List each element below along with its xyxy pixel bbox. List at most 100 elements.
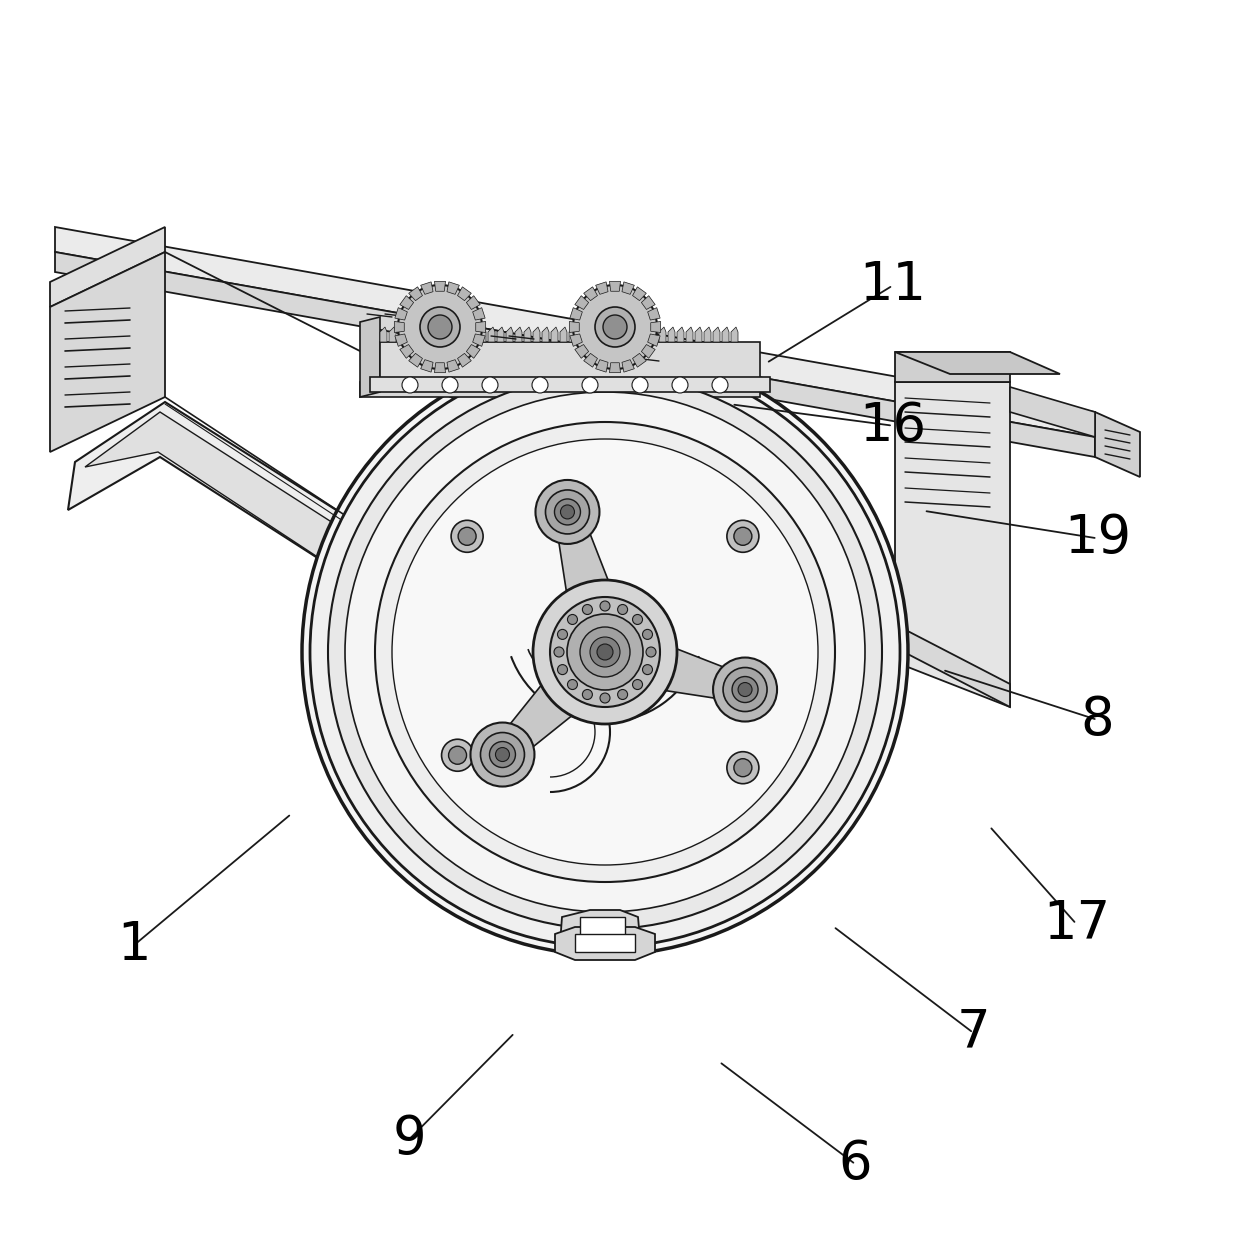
Text: 8: 8 xyxy=(1080,694,1115,746)
Polygon shape xyxy=(622,359,635,372)
Polygon shape xyxy=(610,363,620,373)
Polygon shape xyxy=(668,327,675,342)
Circle shape xyxy=(632,377,649,393)
Polygon shape xyxy=(472,308,485,321)
Polygon shape xyxy=(409,287,423,300)
Polygon shape xyxy=(525,327,531,342)
Polygon shape xyxy=(1011,387,1095,437)
Polygon shape xyxy=(610,282,620,292)
Circle shape xyxy=(568,680,578,690)
Polygon shape xyxy=(461,327,467,342)
Polygon shape xyxy=(458,353,471,367)
Circle shape xyxy=(642,665,652,675)
Polygon shape xyxy=(722,327,729,342)
Polygon shape xyxy=(651,322,661,333)
Polygon shape xyxy=(398,327,405,342)
Circle shape xyxy=(727,521,759,552)
Polygon shape xyxy=(677,327,684,342)
Polygon shape xyxy=(415,327,423,342)
Circle shape xyxy=(568,615,578,625)
Circle shape xyxy=(560,505,574,518)
Polygon shape xyxy=(575,344,589,358)
Circle shape xyxy=(310,357,900,947)
Polygon shape xyxy=(570,334,583,347)
Circle shape xyxy=(345,392,866,911)
Text: 11: 11 xyxy=(859,259,926,312)
Circle shape xyxy=(632,615,642,625)
Polygon shape xyxy=(68,402,490,662)
Polygon shape xyxy=(434,282,445,292)
Circle shape xyxy=(583,605,593,615)
Polygon shape xyxy=(641,344,655,358)
Circle shape xyxy=(441,377,458,393)
Circle shape xyxy=(734,759,751,776)
Polygon shape xyxy=(466,295,480,309)
Circle shape xyxy=(582,377,598,393)
Polygon shape xyxy=(569,322,579,333)
Polygon shape xyxy=(560,327,567,342)
Polygon shape xyxy=(730,540,1011,707)
Polygon shape xyxy=(622,282,635,294)
Circle shape xyxy=(723,667,768,711)
Polygon shape xyxy=(443,327,450,342)
Polygon shape xyxy=(551,327,558,342)
Circle shape xyxy=(590,637,620,667)
Circle shape xyxy=(732,676,758,702)
Polygon shape xyxy=(497,327,503,342)
Polygon shape xyxy=(1095,412,1140,477)
Circle shape xyxy=(558,665,568,675)
Polygon shape xyxy=(556,926,655,960)
Circle shape xyxy=(573,285,657,369)
Polygon shape xyxy=(578,327,585,342)
Polygon shape xyxy=(686,327,693,342)
Polygon shape xyxy=(494,682,574,764)
Polygon shape xyxy=(732,327,738,342)
Polygon shape xyxy=(560,910,640,954)
Polygon shape xyxy=(420,282,433,294)
Polygon shape xyxy=(658,327,666,342)
Polygon shape xyxy=(407,327,414,342)
Polygon shape xyxy=(595,282,608,294)
Polygon shape xyxy=(580,916,625,944)
Circle shape xyxy=(398,285,482,369)
Circle shape xyxy=(727,751,759,784)
Polygon shape xyxy=(596,327,603,342)
Polygon shape xyxy=(55,252,1095,457)
Circle shape xyxy=(642,630,652,640)
Polygon shape xyxy=(399,344,414,358)
Polygon shape xyxy=(370,377,770,392)
Polygon shape xyxy=(650,327,657,342)
Polygon shape xyxy=(569,327,577,342)
Polygon shape xyxy=(895,352,1060,374)
Circle shape xyxy=(712,377,728,393)
Polygon shape xyxy=(515,327,522,342)
Circle shape xyxy=(734,527,751,546)
Circle shape xyxy=(603,316,627,339)
Circle shape xyxy=(596,644,613,660)
Circle shape xyxy=(551,597,660,707)
Circle shape xyxy=(558,630,568,640)
Polygon shape xyxy=(489,327,495,342)
Circle shape xyxy=(303,349,908,955)
Polygon shape xyxy=(632,353,646,367)
Polygon shape xyxy=(394,322,404,333)
Polygon shape xyxy=(587,327,594,342)
Polygon shape xyxy=(446,359,459,372)
Polygon shape xyxy=(476,322,486,333)
Polygon shape xyxy=(379,327,387,342)
Circle shape xyxy=(536,480,599,543)
Polygon shape xyxy=(554,508,609,595)
Polygon shape xyxy=(641,327,649,342)
Circle shape xyxy=(600,694,610,704)
Polygon shape xyxy=(622,327,630,342)
Text: 7: 7 xyxy=(956,1007,991,1059)
Polygon shape xyxy=(50,227,165,307)
Polygon shape xyxy=(694,327,702,342)
Polygon shape xyxy=(389,327,396,342)
Polygon shape xyxy=(605,327,613,342)
Polygon shape xyxy=(895,382,1011,707)
Polygon shape xyxy=(713,327,720,342)
Polygon shape xyxy=(394,308,407,321)
Polygon shape xyxy=(895,352,1011,382)
Circle shape xyxy=(618,690,627,700)
